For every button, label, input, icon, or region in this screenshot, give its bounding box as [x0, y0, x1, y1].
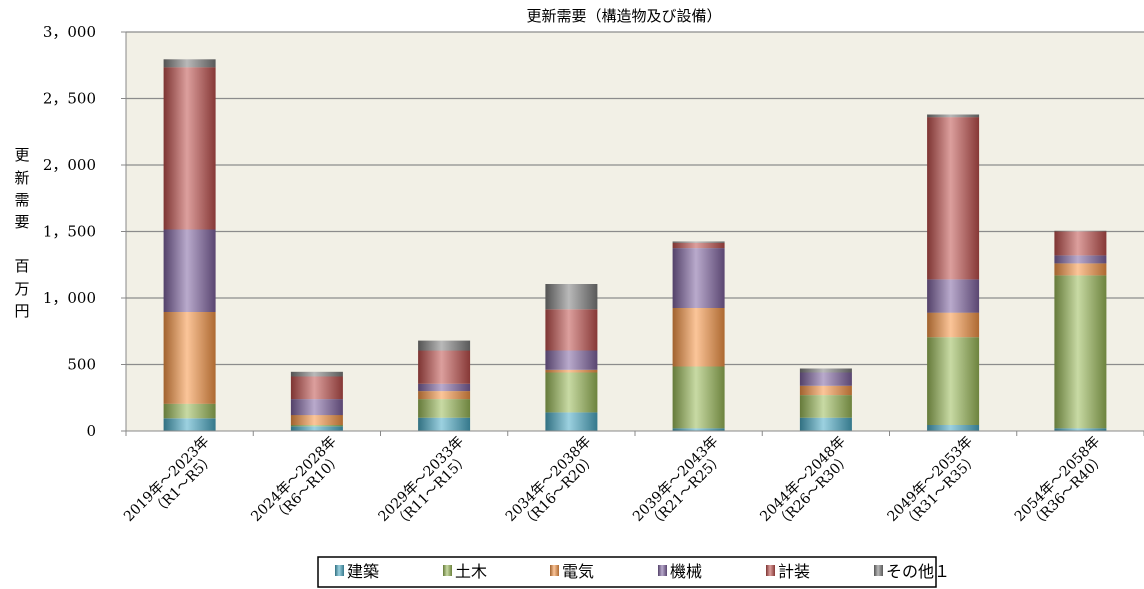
bar-segment	[418, 417, 471, 431]
legend-label: 電気	[562, 562, 594, 581]
bar-segment	[163, 229, 216, 312]
bar-segment	[672, 241, 725, 243]
legend-swatch	[443, 565, 452, 576]
bar-segment	[1054, 275, 1107, 429]
x-axis-labels: 2019年～2023年（R1～R5） 2024年～2028年（R6～R10） 202…	[121, 434, 1109, 532]
bar-segment	[672, 242, 725, 249]
legend-swatch	[658, 565, 667, 576]
legend-label: 土木	[455, 562, 487, 581]
x-tick-label: 2049年～2053年（R31～R35）	[885, 434, 982, 532]
y-axis-label-char: 更	[14, 146, 29, 164]
bar-segment	[672, 308, 725, 367]
legend-label: その他１	[886, 562, 950, 581]
legend-swatch	[766, 565, 775, 576]
bar-segment	[163, 403, 216, 419]
bar-segment	[290, 426, 343, 431]
bar-segment	[163, 67, 216, 230]
bar-segment	[418, 340, 471, 351]
bar-segment	[672, 428, 725, 431]
x-tick-label: 2039年～2043年（R21～R25）	[630, 434, 727, 532]
x-tick-label: 2054年～2058年（R36～R40）	[1012, 434, 1109, 532]
bar-segment	[927, 279, 980, 313]
bar-segment	[1054, 231, 1107, 256]
bar-segment	[927, 312, 980, 338]
legend-label: 建築	[347, 562, 379, 581]
bar-segment	[672, 366, 725, 429]
legend-swatch	[335, 565, 344, 576]
bar-segment	[545, 309, 598, 351]
y-axis-label-char: 新	[14, 169, 29, 187]
bar-segment	[163, 312, 216, 404]
bar-segment	[927, 337, 980, 425]
y-tick-label: 500	[67, 356, 96, 374]
bar-segment	[545, 412, 598, 431]
x-tick-label: 2024年～2028年（R6～R10）	[248, 434, 345, 526]
y-tick-label: 1，000	[43, 289, 96, 307]
bar-segment	[927, 117, 980, 280]
x-tick-label: 2034年～2038年（R16～R20）	[503, 434, 600, 532]
y-tick-label: 0	[86, 422, 96, 440]
legend-box	[317, 556, 937, 588]
bar-segment	[163, 59, 216, 68]
bar-segment	[799, 395, 852, 418]
bar-segment	[290, 371, 343, 377]
bar-segment	[290, 415, 343, 425]
bar-segment	[1054, 255, 1107, 264]
legend-swatch	[550, 565, 559, 576]
y-axis-label-char: 円	[14, 302, 29, 320]
bar-segment	[927, 114, 980, 118]
y-axis-label-char: 百	[14, 257, 29, 275]
bar-segment	[418, 383, 471, 392]
y-tick-label: 2，500	[43, 90, 96, 108]
bar-segment	[1054, 428, 1107, 431]
bar-segment	[545, 369, 598, 373]
bar-segment	[545, 372, 598, 413]
x-axis-ticks	[125, 431, 1144, 436]
gridlines	[126, 31, 1144, 366]
bar-segment	[927, 425, 980, 431]
bar-segment	[163, 418, 216, 431]
legend-label: 計装	[778, 562, 810, 581]
y-axis-label-char: 需	[14, 191, 29, 209]
y-axis-label-char: 万	[14, 280, 29, 298]
bar-segment	[799, 385, 852, 396]
y-tick-label: 1，500	[43, 223, 96, 241]
y-tick-label: 3，000	[43, 23, 96, 41]
legend: 建築 土木 電気 機械 計装 その他１	[317, 556, 950, 588]
y-axis-ticks: 0 500 1，000 1，500 2，000 2，500 3，000	[43, 23, 126, 440]
y-tick-label: 2，000	[43, 156, 96, 174]
legend-label: 機械	[670, 562, 702, 581]
bar-segment	[418, 391, 471, 400]
bar-segment	[290, 376, 343, 400]
bar-segment	[672, 248, 725, 308]
bar-segment	[418, 399, 471, 418]
bar-segment	[799, 417, 852, 431]
bar-segment	[290, 399, 343, 416]
y-axis-label-char: 要	[14, 213, 29, 231]
x-tick-label: 2019年～2023年（R1～R5）	[121, 434, 218, 525]
bar-segment	[545, 350, 598, 370]
bar-segment	[1054, 263, 1107, 276]
x-tick-label: 2044年～2048年（R26～R30）	[757, 434, 854, 532]
bar-segment	[545, 284, 598, 310]
bar-segment	[799, 368, 852, 373]
bar-segment	[418, 350, 471, 384]
bars	[163, 59, 1107, 431]
chart-title: 更新需要（構造物及び設備）	[526, 7, 721, 25]
bar-segment	[290, 425, 343, 427]
bar-segment	[799, 372, 852, 386]
bar-segment	[1054, 230, 1107, 232]
legend-swatch	[874, 565, 883, 576]
x-tick-label: 2029年～2033年（R11～R15）	[376, 434, 473, 532]
